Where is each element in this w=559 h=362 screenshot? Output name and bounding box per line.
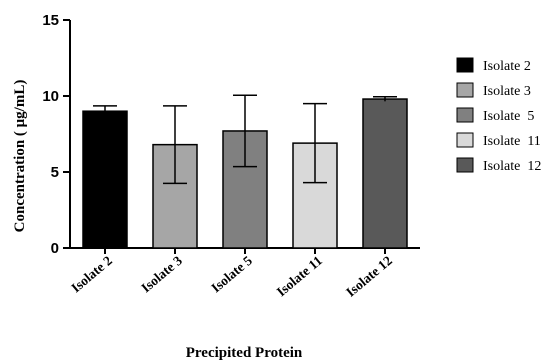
y-tick-label: 5	[51, 164, 59, 181]
x-tick-label: Isolate 12	[343, 253, 395, 300]
bar	[362, 98, 408, 249]
legend-label: Isolate 12	[483, 159, 541, 174]
x-tick-label: Isolate 11	[274, 253, 325, 300]
y-tick-label: 10	[42, 88, 59, 105]
legend-swatch	[456, 107, 474, 123]
x-tick-label: Isolate 3	[138, 253, 185, 296]
x-tick-label: Isolate 2	[68, 253, 115, 296]
y-axis: 0 5 10 15	[42, 12, 71, 257]
legend: Isolate 2 Isolate 3 Isolate 5 Isolate 11 Iso…	[456, 57, 541, 174]
y-axis-title: Concentration ( μg/mL)	[12, 80, 28, 233]
bars	[82, 98, 408, 249]
y-tick-label: 0	[51, 240, 59, 257]
x-axis-title: Precipited Protein	[186, 345, 303, 361]
bar	[82, 110, 128, 249]
x-axis: Isolate 2 Isolate 3 Isolate 5 Isolate 11 Iso…	[68, 247, 420, 300]
legend-swatch	[456, 132, 474, 148]
legend-label: Isolate 11	[483, 134, 541, 149]
legend-swatch	[456, 157, 474, 173]
y-tick-label: 15	[42, 12, 59, 29]
error-bars	[93, 94, 397, 185]
x-tick-label: Isolate 5	[208, 253, 255, 296]
legend-label: Isolate 3	[483, 84, 531, 99]
legend-swatch	[456, 57, 474, 73]
legend-swatch	[456, 82, 474, 98]
legend-label: Isolate 2	[483, 59, 531, 74]
legend-label: Isolate 5	[483, 109, 534, 124]
